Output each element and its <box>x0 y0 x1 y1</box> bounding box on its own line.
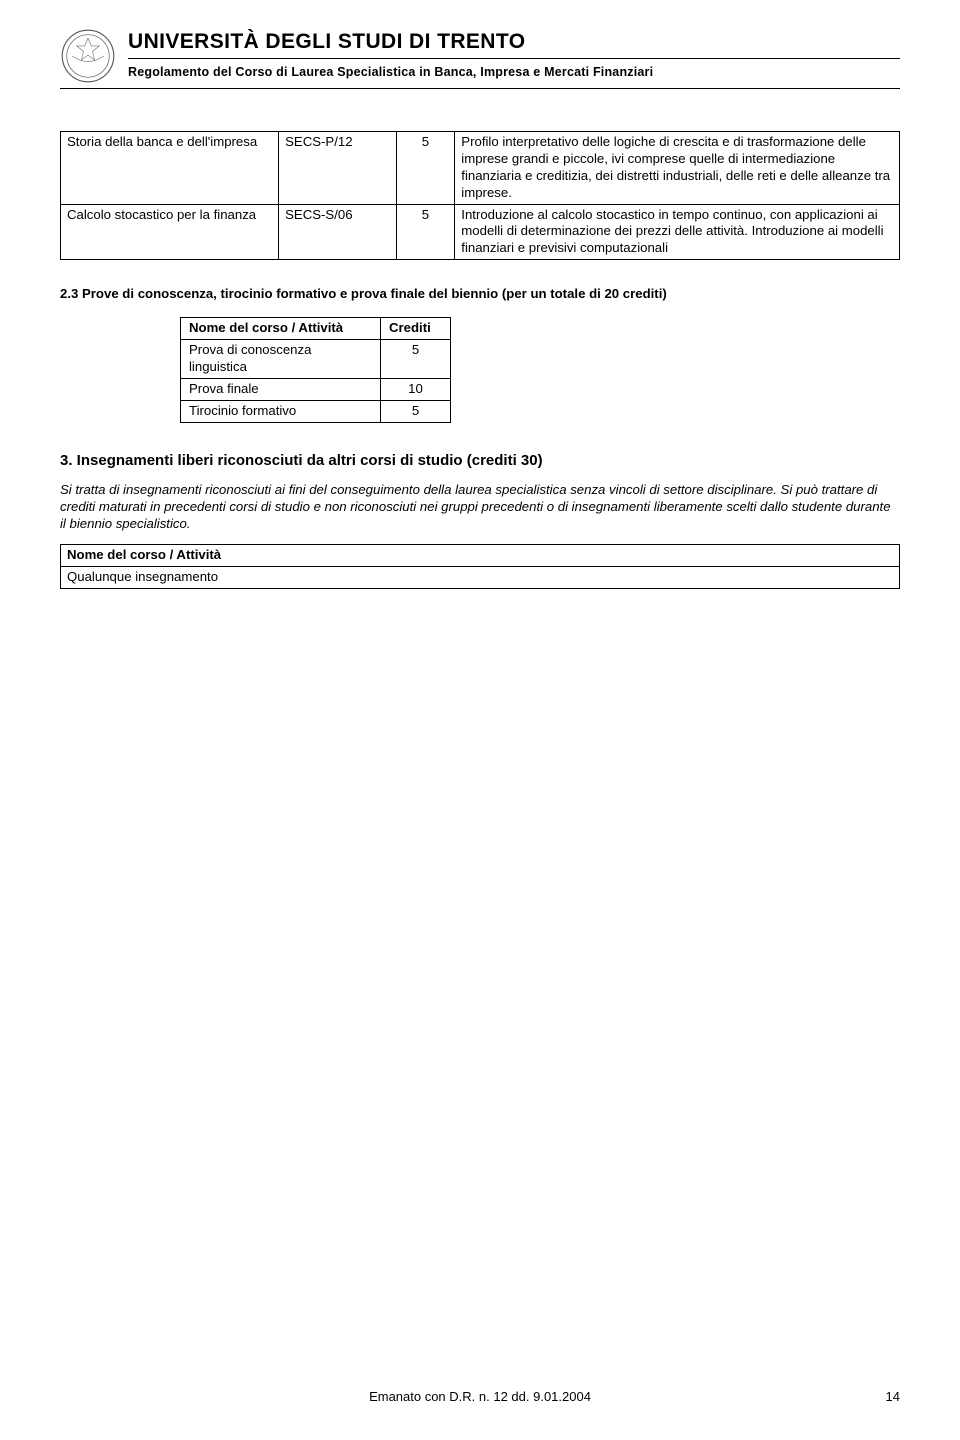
assessment-credits-cell: 10 <box>381 378 451 400</box>
course-name-cell: Storia della banca e dell'impresa <box>61 132 279 205</box>
section-2-3-heading: 2.3 Prove di conoscenza, tirocinio forma… <box>60 286 900 303</box>
page-header: UNIVERSITÀ DEGLI STUDI DI TRENTO Regolam… <box>60 28 900 89</box>
table-row: Storia della banca e dell'impresa SECS-P… <box>61 132 900 205</box>
free-course-cell: Qualunque insegnamento <box>61 567 900 589</box>
footer-decree: Emanato con D.R. n. 12 dd. 9.01.2004 <box>0 1389 960 1404</box>
course-desc-cell: Introduzione al calcolo stocastico in te… <box>455 204 900 260</box>
assessment-credits-cell: 5 <box>381 340 451 379</box>
free-courses-table: Nome del corso / Attività Qualunque inse… <box>60 544 900 589</box>
course-code-cell: SECS-S/06 <box>279 204 396 260</box>
course-desc-cell: Profilo interpretativo delle logiche di … <box>455 132 900 205</box>
table-row: Prova di conoscenza linguistica 5 <box>181 340 451 379</box>
table-header-row: Nome del corso / Attività Crediti <box>181 318 451 340</box>
table-row: Tirocinio formativo 5 <box>181 400 451 422</box>
section-3-paragraph: Si tratta di insegnamenti riconosciuti a… <box>60 482 900 533</box>
course-credits-cell: 5 <box>396 132 455 205</box>
assessments-table: Nome del corso / Attività Crediti Prova … <box>180 317 451 422</box>
university-seal-icon <box>60 28 116 84</box>
courses-table: Storia della banca e dell'impresa SECS-P… <box>60 131 900 260</box>
assessment-name-cell: Tirocinio formativo <box>181 400 381 422</box>
assessment-name-cell: Prova finale <box>181 378 381 400</box>
course-credits-cell: 5 <box>396 204 455 260</box>
table-row: Qualunque insegnamento <box>61 567 900 589</box>
page-content: Storia della banca e dell'impresa SECS-P… <box>60 131 900 589</box>
header-credits: Crediti <box>381 318 451 340</box>
header-text-block: UNIVERSITÀ DEGLI STUDI DI TRENTO Regolam… <box>128 28 900 79</box>
assessment-name-cell: Prova di conoscenza linguistica <box>181 340 381 379</box>
table-row: Calcolo stocastico per la finanza SECS-S… <box>61 204 900 260</box>
university-title: UNIVERSITÀ DEGLI STUDI DI TRENTO <box>128 30 900 54</box>
section-3-heading: 3. Insegnamenti liberi riconosciuti da a… <box>60 451 900 470</box>
course-code-cell: SECS-P/12 <box>279 132 396 205</box>
table-row: Prova finale 10 <box>181 378 451 400</box>
regulation-title: Regolamento del Corso di Laurea Speciali… <box>128 65 900 79</box>
header-name: Nome del corso / Attività <box>61 545 900 567</box>
assessment-credits-cell: 5 <box>381 400 451 422</box>
course-name-cell: Calcolo stocastico per la finanza <box>61 204 279 260</box>
header-name: Nome del corso / Attività <box>181 318 381 340</box>
page-number: 14 <box>886 1389 900 1404</box>
table-header-row: Nome del corso / Attività <box>61 545 900 567</box>
